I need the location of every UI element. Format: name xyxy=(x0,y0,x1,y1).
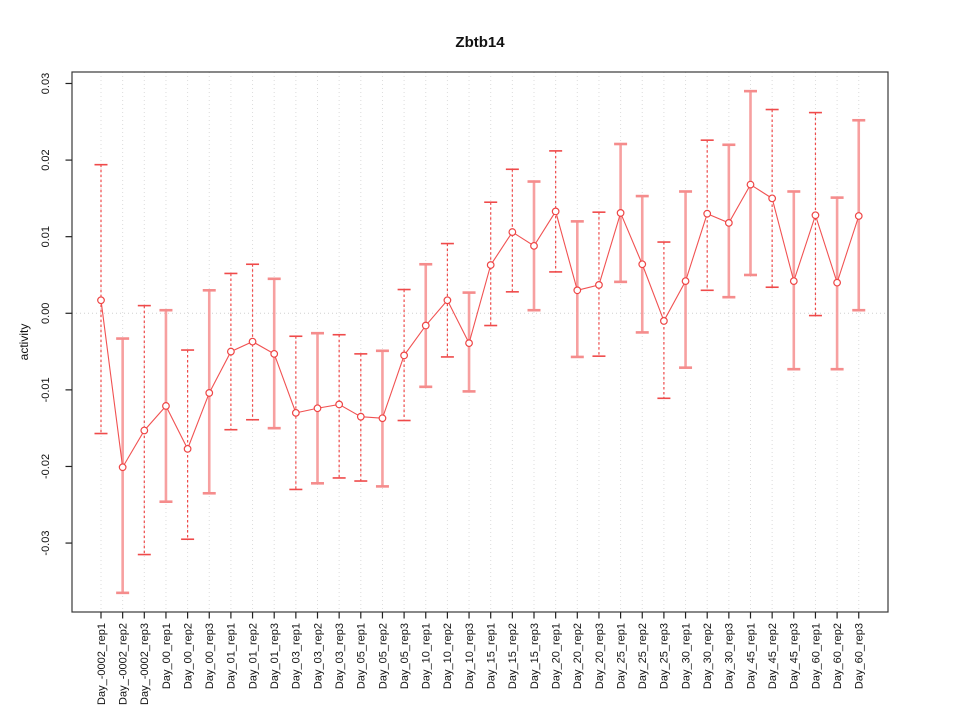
data-point-marker xyxy=(140,426,149,435)
x-tick-label: Day_15_rep3 xyxy=(529,623,541,689)
x-tick-label: Day_05_rep3 xyxy=(399,623,411,689)
y-tick-label: 0.00 xyxy=(40,303,52,324)
markers-layer xyxy=(97,180,863,472)
data-point-marker xyxy=(833,278,841,287)
y-tick-label: 0.01 xyxy=(40,226,52,247)
plot-border xyxy=(71,71,889,613)
data-point-marker xyxy=(660,317,668,325)
data-point-marker xyxy=(595,281,603,289)
x-tick-label: Day_10_rep1 xyxy=(421,623,433,689)
data-point-marker xyxy=(486,261,495,269)
x-tick-label: Day_60_rep2 xyxy=(832,623,844,689)
data-point-marker xyxy=(508,228,517,236)
data-point-marker xyxy=(226,347,235,356)
data-point-marker xyxy=(465,339,473,348)
data-point-marker xyxy=(681,277,690,286)
x-tick-label: Day_03_rep1 xyxy=(291,623,303,689)
x-tick-label: Day_30_rep1 xyxy=(680,623,692,689)
x-tick-label: Day_25_rep3 xyxy=(659,623,671,689)
x-tick-label: Day_20_rep1 xyxy=(550,623,562,689)
x-tick-label: Day_20_rep3 xyxy=(594,623,606,689)
y-tick-label: -0.03 xyxy=(40,531,52,556)
data-point-marker xyxy=(530,241,538,250)
data-point-marker xyxy=(573,286,582,295)
data-point-marker xyxy=(248,337,257,346)
data-point-marker xyxy=(443,296,452,305)
data-point-marker xyxy=(854,212,863,220)
x-tick-label: Day_30_rep2 xyxy=(702,623,714,689)
data-point-marker xyxy=(768,194,777,203)
x-tick-label: Day_25_rep2 xyxy=(637,623,649,689)
x-tick-label: Day_-0002_rep3 xyxy=(139,623,151,705)
x-tick-label: Day_45_rep3 xyxy=(789,623,801,689)
data-point-marker xyxy=(97,296,105,305)
x-tick-label: Day_05_rep1 xyxy=(356,623,368,689)
data-point-marker xyxy=(703,209,712,218)
data-point-marker xyxy=(335,400,344,409)
data-point-marker xyxy=(162,402,170,410)
x-tick-label: Day_10_rep2 xyxy=(442,623,454,689)
data-point-marker xyxy=(724,218,733,227)
data-point-marker xyxy=(270,349,279,358)
x-tick-label: Day_25_rep1 xyxy=(615,623,627,689)
x-tick-label: Day_00_rep2 xyxy=(182,623,194,689)
y-tick-label: -0.02 xyxy=(40,454,52,479)
chart-title: Zbtb14 xyxy=(455,34,505,51)
x-tick-label: Day_01_rep2 xyxy=(247,623,259,689)
axes-layer: -0.03 -0.02 -0.01 0.00 0.01 0.02 0.03 Day_-0002… xyxy=(40,71,889,705)
data-point-marker xyxy=(205,389,214,397)
data-point-marker xyxy=(400,351,409,360)
data-point-marker xyxy=(356,412,365,421)
data-point-marker xyxy=(118,463,127,472)
x-tick-label: Day_00_rep1 xyxy=(161,623,173,689)
y-axis-title: activity xyxy=(17,324,31,361)
data-point-marker xyxy=(551,207,560,216)
x-tick-label: Day_01_rep1 xyxy=(226,623,238,689)
x-tick-label: Day_20_rep2 xyxy=(572,623,584,689)
data-point-marker xyxy=(421,321,430,330)
x-tick-label: Day_05_rep2 xyxy=(377,623,389,689)
x-tick-label: Day_-0002_rep2 xyxy=(117,623,129,705)
data-point-marker xyxy=(746,180,755,189)
x-tick-label: Day_03_rep3 xyxy=(334,623,346,689)
data-point-marker xyxy=(789,277,798,286)
data-point-marker xyxy=(183,444,192,453)
x-tick-label: Day_-0002_rep1 xyxy=(96,623,108,705)
y-tick-label: 0.02 xyxy=(40,149,52,170)
data-point-marker xyxy=(616,209,625,217)
x-tick-label: Day_60_rep3 xyxy=(854,623,866,689)
y-tick-label: -0.01 xyxy=(40,377,52,402)
x-tick-label: Day_15_rep2 xyxy=(507,623,519,689)
x-tick-label: Day_00_rep3 xyxy=(204,623,216,689)
x-tick-label: Day_60_rep1 xyxy=(810,623,822,689)
data-point-marker xyxy=(378,414,387,423)
data-point-marker xyxy=(811,211,820,220)
x-tick-label: Day_15_rep1 xyxy=(486,623,498,689)
x-tick-label: Day_45_rep2 xyxy=(767,623,779,689)
grid-layer xyxy=(72,72,888,612)
x-tick-label: Day_03_rep2 xyxy=(312,623,324,689)
x-tick-label: Day_10_rep3 xyxy=(464,623,476,689)
y-tick-label: 0.03 xyxy=(40,73,52,94)
series-layer xyxy=(100,183,860,469)
data-point-marker xyxy=(313,404,322,413)
x-tick-label: Day_30_rep3 xyxy=(724,623,736,689)
x-tick-label: Day_45_rep1 xyxy=(745,623,757,689)
data-point-marker xyxy=(638,260,647,269)
data-point-marker xyxy=(291,408,300,417)
error-bars-layer xyxy=(94,89,866,595)
series-line xyxy=(100,183,860,469)
x-tick-label: Day_01_rep3 xyxy=(269,623,281,689)
